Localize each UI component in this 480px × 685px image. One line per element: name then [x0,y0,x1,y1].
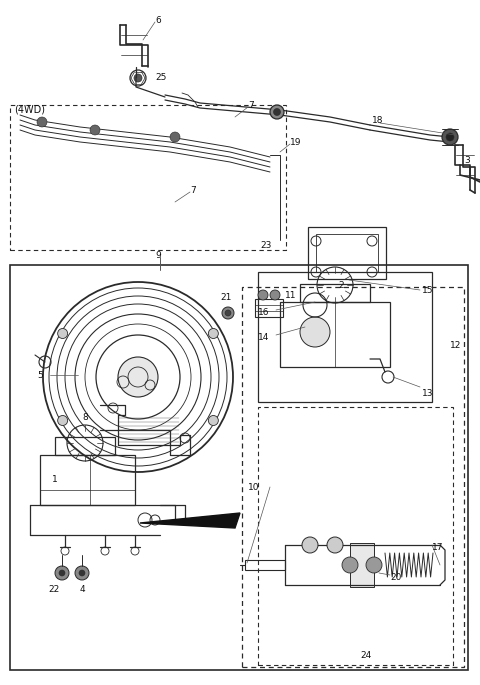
Text: 23: 23 [260,240,271,249]
Circle shape [258,290,268,300]
Circle shape [300,317,330,347]
Text: 2: 2 [338,280,344,290]
Text: 12: 12 [450,340,461,349]
Circle shape [58,329,68,338]
Text: 24: 24 [360,651,371,660]
Circle shape [208,416,218,425]
Text: 10: 10 [248,482,260,492]
Text: 3: 3 [464,155,470,164]
Circle shape [90,125,100,135]
Bar [316,234,378,272]
Circle shape [222,307,234,319]
Circle shape [134,74,142,82]
Circle shape [208,329,218,338]
Text: 6: 6 [155,16,161,25]
Text: 15: 15 [422,286,433,295]
Circle shape [58,416,68,425]
Bar [40,455,135,505]
Text: 25: 25 [155,73,167,82]
Circle shape [170,132,180,142]
Text: 7: 7 [248,101,254,110]
Circle shape [79,570,85,576]
Circle shape [302,537,318,553]
Text: (4WD): (4WD) [14,104,45,114]
Text: 1: 1 [52,475,58,484]
Circle shape [37,117,47,127]
Text: 4: 4 [80,584,85,593]
Text: 18: 18 [372,116,384,125]
Text: 13: 13 [422,388,433,397]
Text: 11: 11 [285,290,297,299]
Circle shape [446,133,454,141]
Circle shape [55,566,69,580]
Text: 19: 19 [290,138,301,147]
Bar [245,560,285,570]
Bar [350,543,374,587]
Text: 7: 7 [190,186,196,195]
Bar [255,299,283,317]
Bar [242,287,464,667]
Text: 14: 14 [258,332,269,342]
Circle shape [59,570,65,576]
Bar [258,407,453,665]
Bar [258,272,432,402]
Circle shape [270,290,280,300]
Circle shape [225,310,231,316]
Bar [55,437,115,455]
Circle shape [442,129,458,145]
Text: 21: 21 [220,292,231,301]
Text: 5: 5 [37,371,43,379]
Polygon shape [140,513,240,528]
Bar [308,227,386,279]
Text: 9: 9 [155,251,161,260]
Circle shape [366,557,382,573]
Text: 16: 16 [258,308,269,316]
Text: 20: 20 [390,573,401,582]
Bar [300,284,370,302]
Bar [10,105,286,250]
Text: 8: 8 [82,412,88,421]
Text: 17: 17 [432,543,444,551]
Circle shape [118,357,158,397]
Text: 22: 22 [48,584,59,593]
Circle shape [327,537,343,553]
Bar [10,265,468,670]
Circle shape [270,105,284,119]
Circle shape [342,557,358,573]
Circle shape [75,566,89,580]
Circle shape [274,108,280,116]
Bar [280,302,390,367]
